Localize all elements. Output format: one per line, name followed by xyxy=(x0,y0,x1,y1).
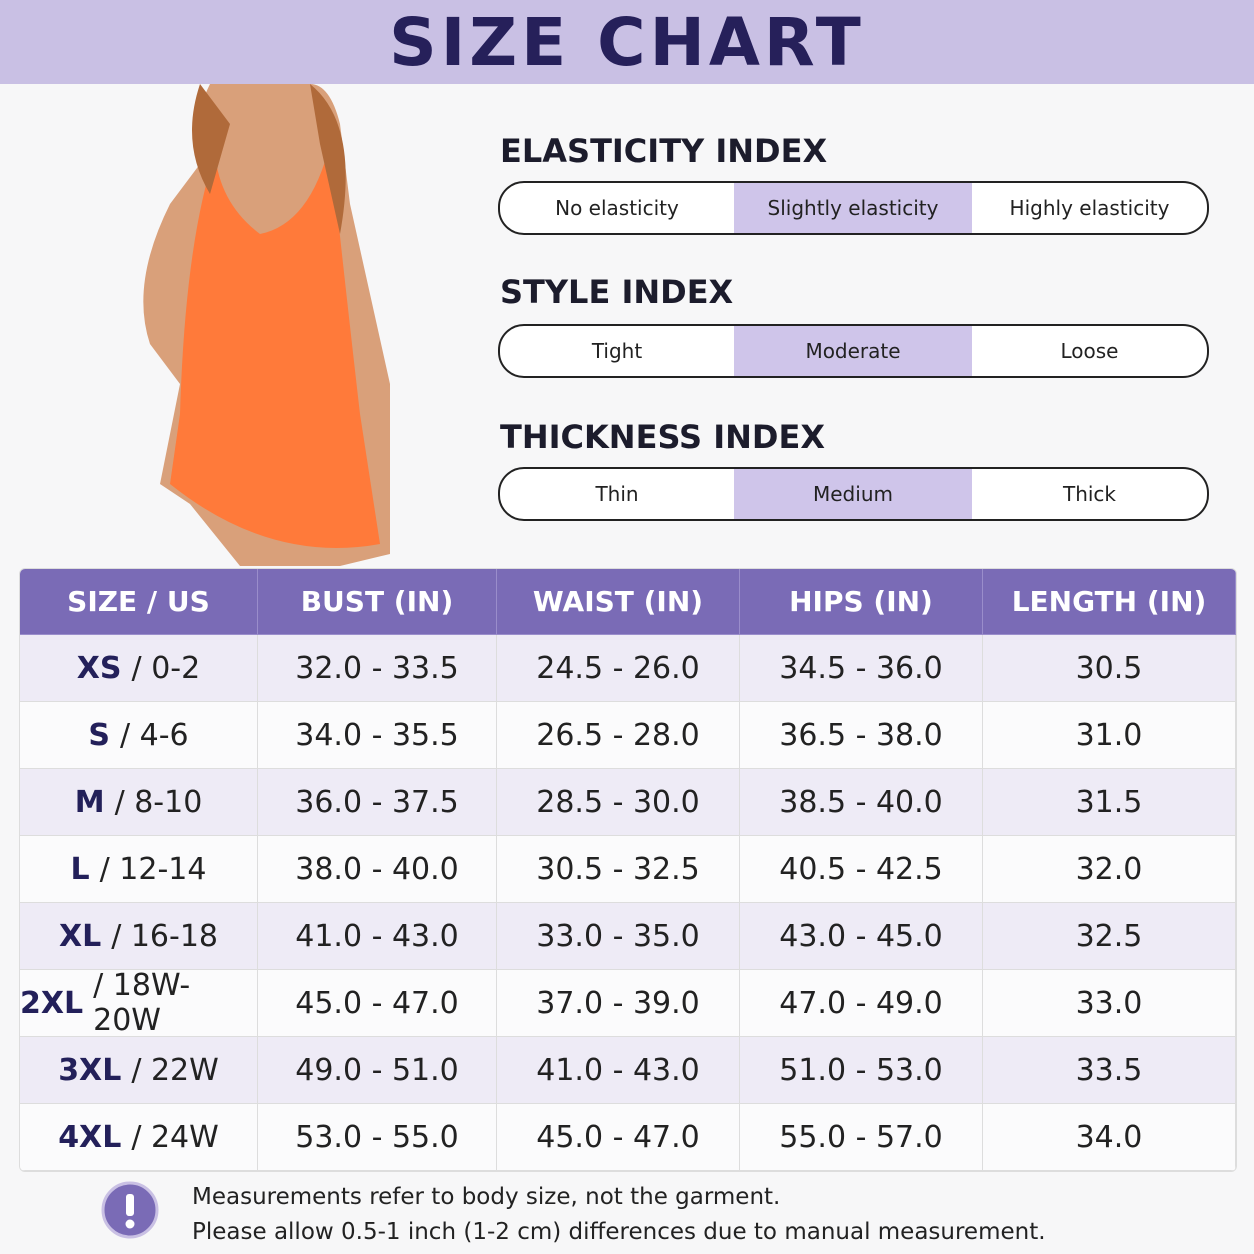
index-option: Loose xyxy=(1060,339,1119,363)
size-cell: XL/ 16-18 xyxy=(20,903,258,970)
column-header: WAIST (IN) xyxy=(497,569,740,635)
note: Please allow 0.5-1 inch (1-2 cm) differe… xyxy=(192,1219,1046,1245)
index-title: STYLE INDEX xyxy=(500,273,734,311)
us-size: / 18W-20W xyxy=(93,968,191,1038)
cell: 30.5 - 32.5 xyxy=(497,836,740,903)
cell: 34.0 xyxy=(983,1104,1236,1171)
size: XL xyxy=(58,918,102,954)
index-option: Highly elasticity xyxy=(1009,196,1170,220)
cell: 24.5 - 26.0 xyxy=(497,635,740,702)
us-size: / 22W xyxy=(131,1052,219,1088)
cell: 36.5 - 38.0 xyxy=(740,702,983,769)
us-size: / 24W xyxy=(131,1119,219,1155)
table-row: 3XL/ 22W 49.0 - 51.0 41.0 - 43.0 51.0 - 53.… xyxy=(20,1037,1236,1104)
size: S xyxy=(88,717,110,753)
cell: 41.0 - 43.0 xyxy=(258,903,497,970)
cell: 38.5 - 40.0 xyxy=(740,769,983,836)
cell: 32.0 - 33.5 xyxy=(258,635,497,702)
info-icon xyxy=(101,1181,159,1239)
cell: 38.0 - 40.0 xyxy=(258,836,497,903)
cell: 30.5 xyxy=(983,635,1236,702)
model-photo xyxy=(143,84,390,566)
size-cell: XS/ 0-2 xyxy=(20,635,258,702)
cell: 40.5 - 42.5 xyxy=(740,836,983,903)
index-option: No elasticity xyxy=(555,196,679,220)
index-option: Thick xyxy=(1062,482,1117,506)
cell: 41.0 - 43.0 xyxy=(497,1037,740,1104)
us-size: / 8-10 xyxy=(114,784,203,820)
cell: 26.5 - 28.0 xyxy=(497,702,740,769)
column-header: BUST (IN) xyxy=(258,569,497,635)
column-header: HIPS (IN) xyxy=(740,569,983,635)
size: 2XL xyxy=(20,985,84,1021)
size: 3XL xyxy=(58,1052,122,1088)
us-size: / 0-2 xyxy=(131,650,201,686)
index-title: THICKNESS INDEX xyxy=(500,418,826,456)
cell: 55.0 - 57.0 xyxy=(740,1104,983,1171)
column-header: LENGTH (IN) xyxy=(983,569,1236,635)
size-cell: 3XL/ 22W xyxy=(20,1037,258,1104)
cell: 51.0 - 53.0 xyxy=(740,1037,983,1104)
index-option: Slightly elasticity xyxy=(734,183,972,233)
size-cell: 4XL/ 24W xyxy=(20,1104,258,1171)
cell: 37.0 - 39.0 xyxy=(497,970,740,1037)
index-scale: Tight Moderate Loose xyxy=(498,324,1209,378)
cell: 36.0 - 37.5 xyxy=(258,769,497,836)
size-cell: S/ 4-6 xyxy=(20,702,258,769)
size: XS xyxy=(76,650,122,686)
index-title: ELASTICITY INDEX xyxy=(500,132,828,170)
cell: 33.0 xyxy=(983,970,1236,1037)
cell: 53.0 - 55.0 xyxy=(258,1104,497,1171)
cell: 33.5 xyxy=(983,1037,1236,1104)
table-row: XS/ 0-2 32.0 - 33.5 24.5 - 26.0 34.5 - 36.0… xyxy=(20,635,1236,702)
index-option: Moderate xyxy=(734,326,972,376)
cell: 32.0 xyxy=(983,836,1236,903)
table-row: L/ 12-14 38.0 - 40.0 30.5 - 32.5 40.5 - 42.… xyxy=(20,836,1236,903)
cell: 45.0 - 47.0 xyxy=(258,970,497,1037)
cell: 45.0 - 47.0 xyxy=(497,1104,740,1171)
size-cell: 2XL/ 18W-20W xyxy=(20,968,258,1038)
us-size: / 16-18 xyxy=(111,918,219,954)
cell: 31.5 xyxy=(983,769,1236,836)
table-row: S/ 4-6 34.0 - 35.5 26.5 - 28.0 36.5 - 38.0 3… xyxy=(20,702,1236,769)
size: 4XL xyxy=(58,1119,122,1155)
size: L xyxy=(70,851,90,887)
title: SIZE CHART xyxy=(389,4,865,81)
us-size: / 12-14 xyxy=(99,851,207,887)
header: SIZE CHART xyxy=(0,0,1254,84)
table-row: 4XL/ 24W 53.0 - 55.0 45.0 - 47.0 55.0 - 57.… xyxy=(20,1104,1236,1171)
cell: 49.0 - 51.0 xyxy=(258,1037,497,1104)
index-option: Tight xyxy=(591,339,643,363)
cell: 47.0 - 49.0 xyxy=(740,970,983,1037)
cell: 32.5 xyxy=(983,903,1236,970)
size-cell: L/ 12-14 xyxy=(20,836,258,903)
index-scale: Thin Medium Thick xyxy=(498,467,1209,521)
cell: 34.5 - 36.0 xyxy=(740,635,983,702)
cell: 43.0 - 45.0 xyxy=(740,903,983,970)
table-row: 2XL/ 18W-20W 45.0 - 47.0 37.0 - 39.0 47.0 -… xyxy=(20,968,1236,1038)
table-header: SIZE / US BUST (IN) WAIST (IN) HIPS (IN) LEN… xyxy=(20,569,1236,635)
size-cell: M/ 8-10 xyxy=(20,769,258,836)
cell: 33.0 - 35.0 xyxy=(497,903,740,970)
note: Measurements refer to body size, not the… xyxy=(192,1184,781,1210)
column-header: SIZE / US xyxy=(20,569,258,635)
table-row: M/ 8-10 36.0 - 37.5 28.5 - 30.0 38.5 - 40.0… xyxy=(20,769,1236,836)
cell: 28.5 - 30.0 xyxy=(497,769,740,836)
cell: 31.0 xyxy=(983,702,1236,769)
size: M xyxy=(74,784,105,820)
size-table: SIZE / US BUST (IN) WAIST (IN) HIPS (IN) LEN… xyxy=(19,568,1237,1172)
index-scale: No elasticity Slightly elasticity Highly e… xyxy=(498,181,1209,235)
index-option: Thin xyxy=(595,482,639,506)
table-row: XL/ 16-18 41.0 - 43.0 33.0 - 35.0 43.0 - 45… xyxy=(20,903,1236,970)
us-size: / 4-6 xyxy=(119,717,189,753)
index-option: Medium xyxy=(734,469,972,519)
cell: 34.0 - 35.5 xyxy=(258,702,497,769)
